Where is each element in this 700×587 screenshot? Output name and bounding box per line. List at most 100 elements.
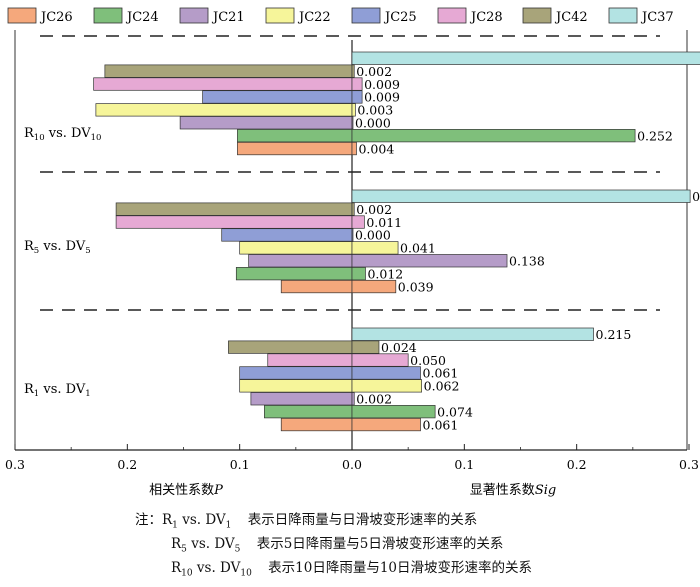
- value-label: 0.062: [424, 379, 460, 394]
- legend-item-jc22: JC22: [265, 7, 331, 25]
- note-text-2: 表示5日降雨量与5日滑坡变形速率的关系: [256, 536, 504, 552]
- value-label: 0.012: [367, 266, 403, 281]
- bar-p-jc25-g1: [202, 90, 353, 104]
- note-row-2: R5 vs. DV5 表示5日降雨量与5日滑坡变形速率的关系: [171, 532, 503, 555]
- bar-sig-jc24-g1: [351, 129, 636, 143]
- value-label: 0.039: [398, 279, 434, 294]
- legend-item-jc26: JC26: [7, 7, 73, 25]
- note-prefix: 注：: [135, 512, 162, 528]
- bar-sig-jc21-g3: [351, 392, 355, 406]
- bar-sig-jc25-g1: [351, 90, 363, 104]
- value-label: 0.011: [366, 215, 402, 230]
- bar-sig-jc37-g2: [351, 189, 691, 203]
- bar-p-jc26-g1: [237, 141, 353, 156]
- bar-sig-jc28-g3: [351, 353, 409, 367]
- legend-label: JC22: [297, 10, 331, 25]
- bar-p-jc22-g1: [95, 103, 353, 117]
- bar-sig-jc25-g2: [351, 228, 354, 242]
- bar-p-jc42-g3: [228, 340, 353, 354]
- value-label: 0.061: [423, 366, 459, 381]
- bar-p-jc42-g1: [104, 64, 353, 78]
- legend-swatch: [7, 7, 37, 24]
- x-tick-label: 0.1: [454, 457, 474, 472]
- x-axis-title-left: 相关性系数P: [149, 483, 223, 498]
- value-label: 0.002: [356, 392, 392, 407]
- legend-swatch: [265, 7, 295, 24]
- bar-p-jc24-g3: [264, 405, 353, 419]
- bar-p-jc21-g1: [179, 116, 353, 130]
- bar-sig-jc22-g2: [351, 241, 399, 255]
- legend-swatch: [522, 7, 552, 24]
- value-label: 0.215: [596, 327, 632, 342]
- bar-sig-jc26-g2: [351, 279, 397, 294]
- x-axis-title-right: 显著性系数Sig: [470, 483, 556, 498]
- value-label: 0.002: [356, 202, 392, 217]
- value-label: 0.138: [509, 254, 545, 269]
- x-tick-label: 0.1: [230, 457, 250, 472]
- legend-swatch: [179, 7, 209, 24]
- value-label: 0.000: [355, 228, 391, 243]
- bar-p-jc24-g1: [237, 129, 353, 143]
- legend: JC26 JC24 JC21 JC22 JC25 JC28 JC42 JC37: [7, 7, 674, 25]
- bar-p-jc24-g2: [235, 267, 353, 281]
- bar-sig-jc28-g1: [351, 77, 363, 91]
- legend-label: JC37: [640, 10, 674, 25]
- legend-swatch: [93, 7, 123, 24]
- bar-p-jc28-g3: [267, 353, 353, 367]
- value-label: 0.252: [637, 128, 673, 143]
- bar-p-jc42-g2: [115, 202, 353, 216]
- x-tick-label: 0.3: [5, 457, 25, 472]
- bar-p-jc28-g2: [115, 215, 353, 229]
- value-label: 0.074: [437, 404, 473, 419]
- bar-sig-jc26-g1: [351, 141, 357, 156]
- note-row-1: 注：R1 vs. DV1 表示日降雨量与日滑坡变形速率的关系: [135, 508, 477, 531]
- legend-swatch: [351, 7, 381, 24]
- legend-label: JC24: [125, 10, 159, 25]
- bar-sig-jc24-g2: [351, 267, 366, 281]
- bar-sig-jc24-g3: [351, 405, 436, 419]
- legend-item-jc37: JC37: [608, 7, 674, 25]
- bar-sig-jc42-g1: [351, 64, 355, 78]
- legend-label: JC28: [469, 10, 503, 25]
- legend-item-jc21: JC21: [179, 7, 245, 25]
- bar-sig-jc28-g2: [351, 215, 365, 229]
- legend-item-jc42: JC42: [522, 7, 588, 25]
- bar-p-jc28-g1: [93, 77, 353, 91]
- value-labels: 0.3430.0020.0090.0090.0030.0000.2520.004…: [24, 64, 700, 432]
- bar-sig-jc25-g3: [351, 366, 421, 380]
- x-tick-label: 0.2: [567, 457, 587, 472]
- value-label: 0.301: [692, 189, 700, 204]
- value-label: 0.000: [355, 116, 391, 131]
- bar-p-jc26-g2: [280, 279, 353, 294]
- x-axis: 0.30.20.10.00.10.20.30.4相关性系数P显著性系数Sig: [5, 444, 699, 498]
- bar-sig-jc22-g1: [351, 103, 356, 117]
- bar-sig-jc21-g2: [351, 254, 508, 268]
- bar-p-jc26-g3: [280, 417, 353, 432]
- value-label: 0.002: [356, 64, 392, 79]
- x-tick-label: 0.3: [679, 457, 699, 472]
- bar-p-jc21-g2: [248, 254, 353, 268]
- legend-item-jc25: JC25: [351, 7, 417, 25]
- value-label: 0.041: [400, 241, 436, 256]
- group-label-3: R1 vs. DV1: [24, 382, 91, 399]
- legend-label: JC26: [39, 10, 73, 25]
- bar-sig-jc42-g2: [351, 202, 355, 216]
- x-tick-label: 0.0: [342, 457, 362, 472]
- legend-label: JC42: [554, 10, 588, 25]
- note-term-3: R10 vs. DV10: [171, 560, 252, 579]
- value-label: 0.024: [381, 340, 417, 355]
- legend-swatch: [608, 7, 638, 24]
- note-term-1: R1 vs. DV1: [162, 512, 232, 531]
- legend-item-jc24: JC24: [93, 7, 159, 25]
- bar-sig-jc21-g1: [351, 116, 354, 130]
- value-label: 0.009: [364, 90, 400, 105]
- x-tick-label: 0.2: [117, 457, 137, 472]
- legend-label: JC25: [383, 10, 417, 25]
- legend-item-jc28: JC28: [437, 7, 503, 25]
- bar-p-jc25-g2: [221, 228, 353, 242]
- value-label: 0.009: [364, 77, 400, 92]
- bar-sig-jc22-g3: [351, 379, 422, 393]
- note-row-3: R10 vs. DV10 表示10日降雨量与10日滑坡变形速率的关系: [171, 556, 532, 579]
- group-label-1: R10 vs. DV10: [24, 126, 101, 143]
